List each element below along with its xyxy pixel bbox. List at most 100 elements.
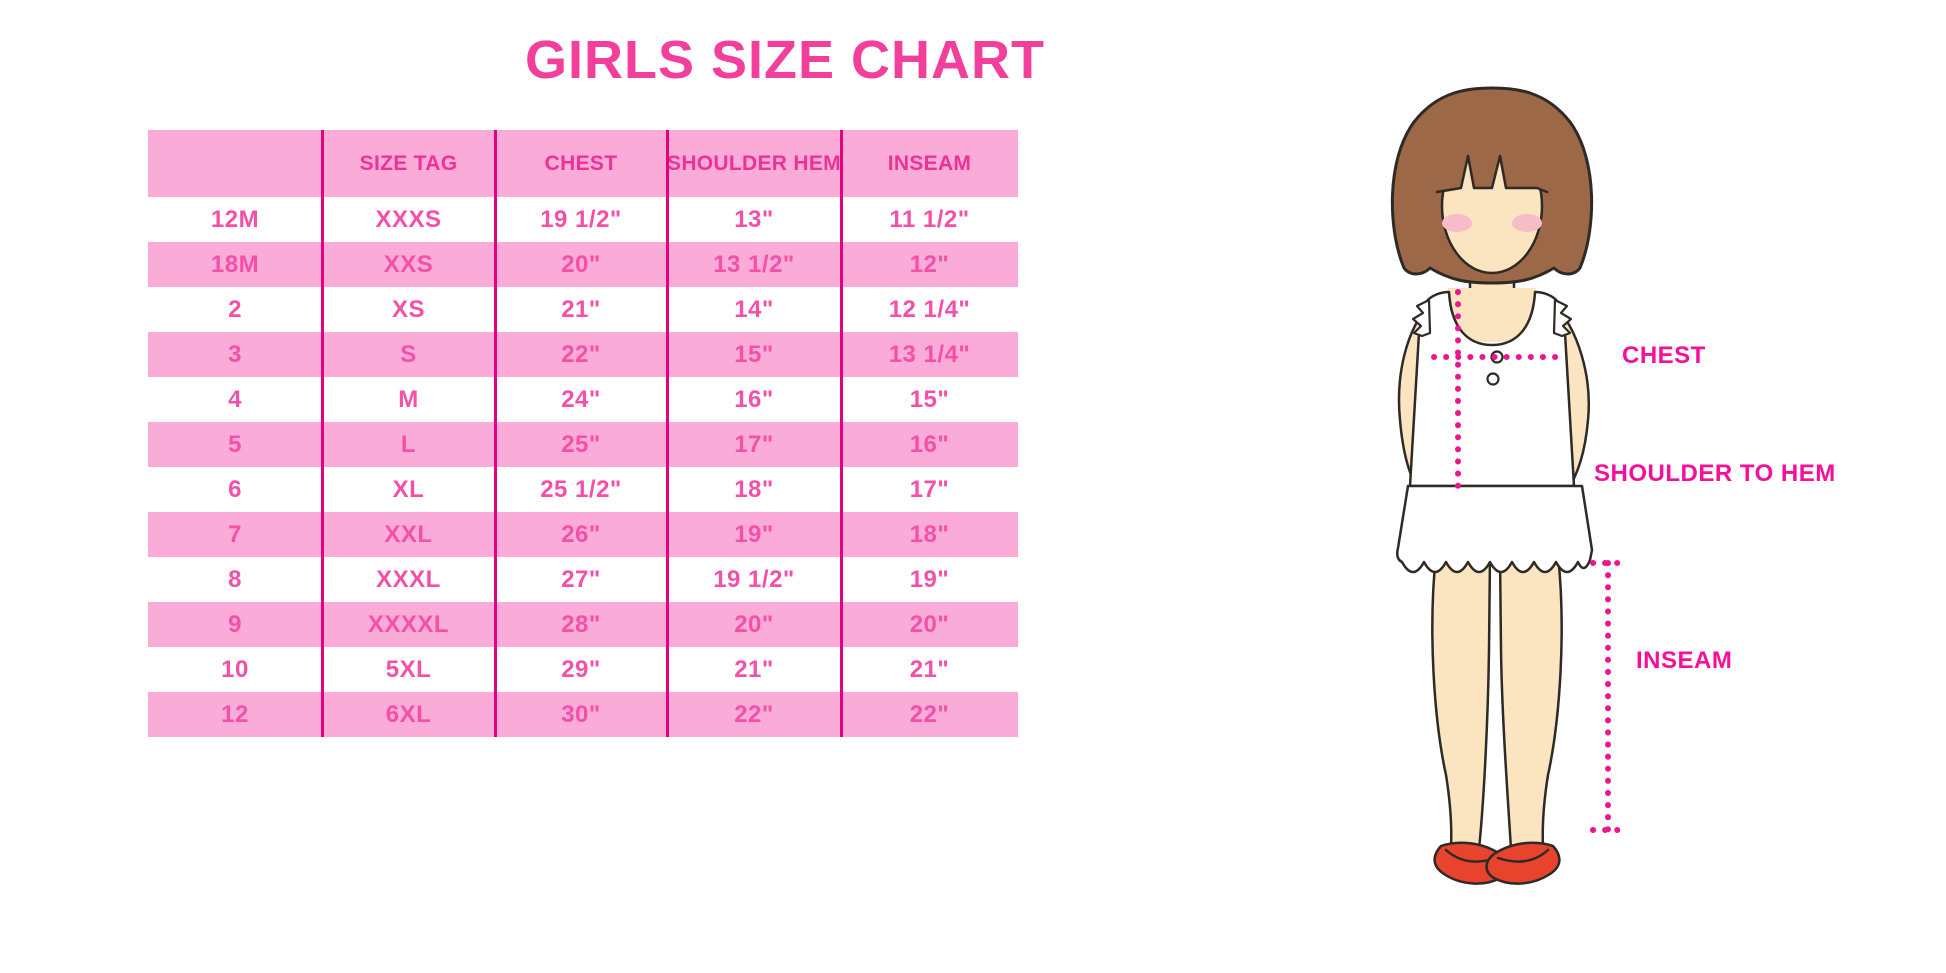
table-cell: 17" (909, 475, 950, 503)
table-cell: 21" (909, 655, 950, 683)
table-row: 3 S 22" 15" 13 1/4" (148, 332, 1018, 377)
table-row: 7 XXL 26" 19" 18" (148, 512, 1018, 557)
table-row: 12M XXXS 19 1/2" 13" 11 1/2" (148, 197, 1018, 242)
table-header-row: SIZE TAG CHEST SHOULDER HEM INSEAM (148, 130, 1018, 197)
table-cell: L (400, 430, 417, 458)
table-cell: 12M (210, 205, 260, 233)
table-cell: 22" (734, 700, 774, 728)
girl-skirt (1395, 484, 1594, 574)
table-column-divider (494, 130, 497, 737)
table-cell: 21" (561, 295, 601, 323)
table-column-divider (321, 130, 324, 737)
table-header-cell: SIZE TAG (359, 151, 458, 175)
table-header-cell (148, 130, 322, 197)
table-row: 10 5XL 29" 21" 21" (148, 647, 1018, 692)
table-cell: 27" (561, 565, 601, 593)
girl-shoulder-ruffle-right (1552, 298, 1573, 338)
girl-blush-right (1512, 214, 1542, 232)
table-cell: 9 (228, 610, 242, 638)
table-cell: 14" (734, 295, 774, 323)
table-cell: 28" (561, 610, 601, 638)
table-cell: 13" (734, 205, 774, 233)
table-cell: 20" (734, 610, 774, 638)
girl-shoe-right (1485, 841, 1561, 885)
table-row: 9 XXXXL 28" 20" 20" (148, 602, 1018, 647)
table-cell: 20" (909, 610, 950, 638)
girl-illustration (1390, 86, 1622, 885)
table-cell: 15" (909, 385, 950, 413)
table-cell: 25 1/2" (540, 475, 622, 503)
table-cell: 19" (734, 520, 774, 548)
table-cell: 16" (734, 385, 774, 413)
table-cell: 22" (561, 340, 601, 368)
table-cell: XS (391, 295, 425, 323)
table-column-divider (666, 130, 669, 737)
table-cell: 2 (228, 295, 242, 323)
table-cell: XXXS (375, 205, 442, 233)
girl-leg-left (1431, 553, 1492, 851)
table-cell: 8 (228, 565, 242, 593)
table-cell: 18" (909, 520, 950, 548)
table-cell: XXS (383, 250, 434, 278)
table-cell: 24" (561, 385, 601, 413)
table-cell: 19" (909, 565, 950, 593)
table-row: 4 M 24" 16" 15" (148, 377, 1018, 422)
table-cell: 3 (228, 340, 242, 368)
table-row: 2 XS 21" 14" 12 1/4" (148, 287, 1018, 332)
table-cell: 15" (734, 340, 774, 368)
girl-bangs-edge (1435, 154, 1549, 194)
inseam-label: INSEAM (1636, 647, 1733, 674)
table-cell: 6XL (385, 700, 432, 728)
table-cell: 6 (228, 475, 242, 503)
table-row: 6 XL 25 1/2" 18" 17" (148, 467, 1018, 512)
table-cell: 4 (228, 385, 242, 413)
girl-top-button-2 (1486, 372, 1500, 386)
table-row: 5 L 25" 17" 16" (148, 422, 1018, 467)
table-cell: 19 1/2" (540, 205, 622, 233)
table-column-divider (840, 130, 843, 737)
table-cell: XXXXL (367, 610, 450, 638)
table-cell: 22" (909, 700, 950, 728)
shoulder-to-hem-label: SHOULDER TO HEM (1594, 460, 1836, 487)
table-cell: 18M (210, 250, 260, 278)
girl-leg-right (1498, 553, 1563, 851)
size-table: SIZE TAG CHEST SHOULDER HEM INSEAM 12M XXXS 1… (148, 130, 1018, 737)
table-row: 8 XXXL 27" 19 1/2" 19" (148, 557, 1018, 602)
table-cell: 12 1/4" (888, 295, 971, 323)
table-row: 18M XXS 20" 13 1/2" 12" (148, 242, 1018, 287)
girl-bangs (1432, 100, 1552, 192)
girl-shoulder-ruffle-left (1411, 298, 1432, 338)
table-cell: 19 1/2" (713, 565, 795, 593)
table-cell: 5 (228, 430, 242, 458)
table-cell: S (400, 340, 417, 368)
table-cell: 11 1/2" (889, 205, 970, 233)
table-header-cell: SHOULDER HEM (667, 151, 841, 175)
chest-label: CHEST (1622, 342, 1706, 369)
table-cell: 13 1/4" (888, 340, 971, 368)
table-cell: XL (392, 475, 425, 503)
table-header-cell: CHEST (544, 151, 618, 175)
table-cell: XXXL (376, 565, 441, 593)
table-cell: 13 1/2" (713, 250, 795, 278)
table-cell: 5XL (385, 655, 432, 683)
table-cell: 16" (909, 430, 950, 458)
table-cell: 29" (561, 655, 601, 683)
table-cell: 25" (561, 430, 601, 458)
table-cell: 12 (221, 700, 249, 728)
table-cell: 12" (909, 250, 950, 278)
table-header-cell: INSEAM (887, 151, 972, 175)
table-cell: 7 (228, 520, 242, 548)
girl-blush-left (1442, 214, 1472, 232)
table-cell: 17" (734, 430, 774, 458)
table-cell: 30" (561, 700, 601, 728)
table-cell: 20" (561, 250, 601, 278)
table-cell: 21" (734, 655, 774, 683)
table-cell: M (398, 385, 419, 413)
table-row: 12 6XL 30" 22" 22" (148, 692, 1018, 737)
page-title: GIRLS SIZE CHART (524, 30, 1045, 90)
girl-shoe-right-strap (1496, 848, 1550, 863)
table-body: 12M XXXS 19 1/2" 13" 11 1/2" 18M XXS 20" 13 1/2"… (148, 197, 1018, 737)
table-cell: 26" (561, 520, 601, 548)
table-cell: 10 (221, 655, 249, 683)
